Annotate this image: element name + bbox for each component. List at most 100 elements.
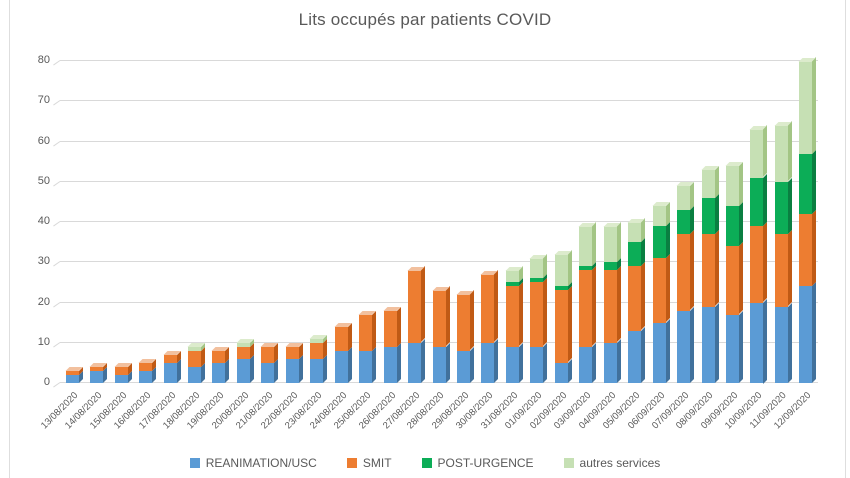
bar-segment-side-face — [787, 121, 792, 182]
bar-segment-REANIMATION/USC — [310, 355, 327, 383]
bar-23/08/2020 — [310, 335, 327, 383]
bar-segment-SMIT — [90, 363, 107, 371]
bar-segment-autres services — [725, 162, 743, 206]
legend-swatch-SMIT — [346, 458, 357, 468]
bar-segment-SMIT — [481, 270, 498, 343]
bar-segment-SMIT — [236, 343, 254, 359]
legend-label: POST-URGENCE — [437, 456, 534, 470]
bar-15/08/2020 — [114, 363, 132, 383]
bar-slot — [647, 61, 671, 383]
bar-segment-autres services — [799, 57, 816, 154]
bar-segment-REANIMATION/USC — [212, 359, 229, 383]
bar-segment-side-face — [592, 266, 596, 347]
bar-segment-side-face — [616, 266, 621, 343]
bar-slot — [671, 61, 695, 383]
bar-10/09/2020 — [750, 125, 767, 383]
bar-slot — [769, 61, 793, 383]
bar-slot — [305, 61, 329, 383]
bar-04/09/2020 — [603, 222, 621, 383]
bar-slot — [280, 61, 304, 383]
bar-segment-side-face — [616, 339, 621, 383]
bar-segment-side-face — [714, 230, 718, 307]
bar-segment-REANIMATION/USC — [236, 355, 254, 383]
bar-slot — [598, 61, 622, 383]
bar-segment-side-face — [690, 230, 694, 311]
bar-segment-REANIMATION/USC — [750, 299, 767, 383]
bar-segment-side-face — [690, 307, 694, 383]
bar-segment-POST-URGENCE — [554, 282, 572, 291]
bar-segment-side-face — [421, 339, 425, 383]
bar-06/09/2020 — [652, 202, 670, 383]
bar-segment-side-face — [812, 282, 816, 383]
bar-segment-SMIT — [114, 363, 132, 375]
bar-segment-side-face — [641, 238, 645, 267]
bar-segment-side-face — [738, 311, 743, 383]
bar-slot — [378, 61, 402, 383]
chart-frame-right-border — [845, 0, 846, 478]
bar-segment-side-face — [665, 222, 670, 259]
bar-segment-SMIT — [554, 286, 572, 363]
bar-segment-side-face — [738, 242, 743, 315]
gridline-y50 — [53, 180, 818, 187]
bar-09/09/2020 — [725, 162, 743, 383]
bar-segment-POST-URGENCE — [579, 262, 596, 271]
bar-slot — [720, 61, 744, 383]
bar-05/09/2020 — [628, 218, 645, 383]
bar-segment-REANIMATION/USC — [799, 282, 816, 383]
bars-layer — [60, 57, 818, 383]
legend-swatch-POST-URGENCE — [421, 458, 432, 468]
bar-segment-REANIMATION/USC — [628, 327, 645, 383]
bar-08/09/2020 — [701, 166, 718, 383]
bar-slot — [427, 61, 451, 383]
bar-segment-POST-URGENCE — [628, 238, 645, 267]
bar-segment-side-face — [592, 343, 596, 383]
bar-segment-side-face — [567, 286, 572, 363]
gridline-y30 — [53, 261, 818, 267]
bar-segment-side-face — [249, 355, 254, 383]
bar-segment-side-face — [665, 254, 670, 323]
bar-segment-autres services — [774, 121, 792, 182]
bar-segment-SMIT — [65, 367, 83, 375]
bar-segment-side-face — [421, 266, 425, 343]
bar-segment-REANIMATION/USC — [285, 355, 303, 383]
bar-segment-side-face — [323, 355, 327, 383]
bar-11/09/2020 — [774, 121, 792, 383]
bar-slot — [60, 61, 84, 383]
y-axis-tick-label: 40 — [37, 215, 50, 227]
bar-segment-SMIT — [456, 290, 474, 351]
bar-13/08/2020 — [65, 367, 83, 383]
bar-segment-REANIMATION/USC — [383, 343, 401, 383]
bar-segment-REANIMATION/USC — [701, 303, 718, 383]
bar-segment-side-face — [396, 343, 401, 383]
bar-segment-REANIMATION/USC — [187, 363, 205, 383]
gridline-y40 — [53, 221, 818, 227]
bar-segment-REANIMATION/USC — [603, 339, 621, 383]
bar-segment-REANIMATION/USC — [456, 347, 474, 383]
bar-segment-side-face — [543, 343, 547, 383]
bar-segment-POST-URGENCE — [603, 258, 621, 271]
bar-07/09/2020 — [677, 182, 694, 383]
bar-segment-POST-URGENCE — [750, 174, 767, 227]
bar-segment-SMIT — [432, 286, 450, 347]
bar-slot — [133, 61, 157, 383]
bar-segment-SMIT — [163, 351, 181, 363]
y-axis-tick-label: 0 — [43, 376, 50, 388]
bar-slot — [549, 61, 573, 383]
bar-segment-POST-URGENCE — [677, 206, 694, 235]
bar-segment-POST-URGENCE — [701, 194, 718, 235]
legend-item-REANIMATION/USC: REANIMATION/USC — [189, 456, 317, 470]
bar-14/08/2020 — [90, 363, 107, 383]
y-axis-tick-label: 70 — [37, 94, 50, 107]
bar-segment-side-face — [494, 339, 498, 383]
bar-slot — [329, 61, 353, 383]
bar-31/08/2020 — [505, 266, 523, 383]
bar-segment-autres services — [677, 182, 694, 210]
bar-slot — [745, 61, 769, 383]
bar-segment-side-face — [738, 202, 743, 247]
bar-slot — [109, 61, 133, 383]
legend-item-autres services: autres services — [563, 456, 660, 470]
bar-30/08/2020 — [481, 270, 498, 383]
bar-segment-REANIMATION/USC — [163, 359, 181, 383]
bar-top-face — [432, 286, 450, 291]
bar-segment-side-face — [787, 230, 792, 307]
